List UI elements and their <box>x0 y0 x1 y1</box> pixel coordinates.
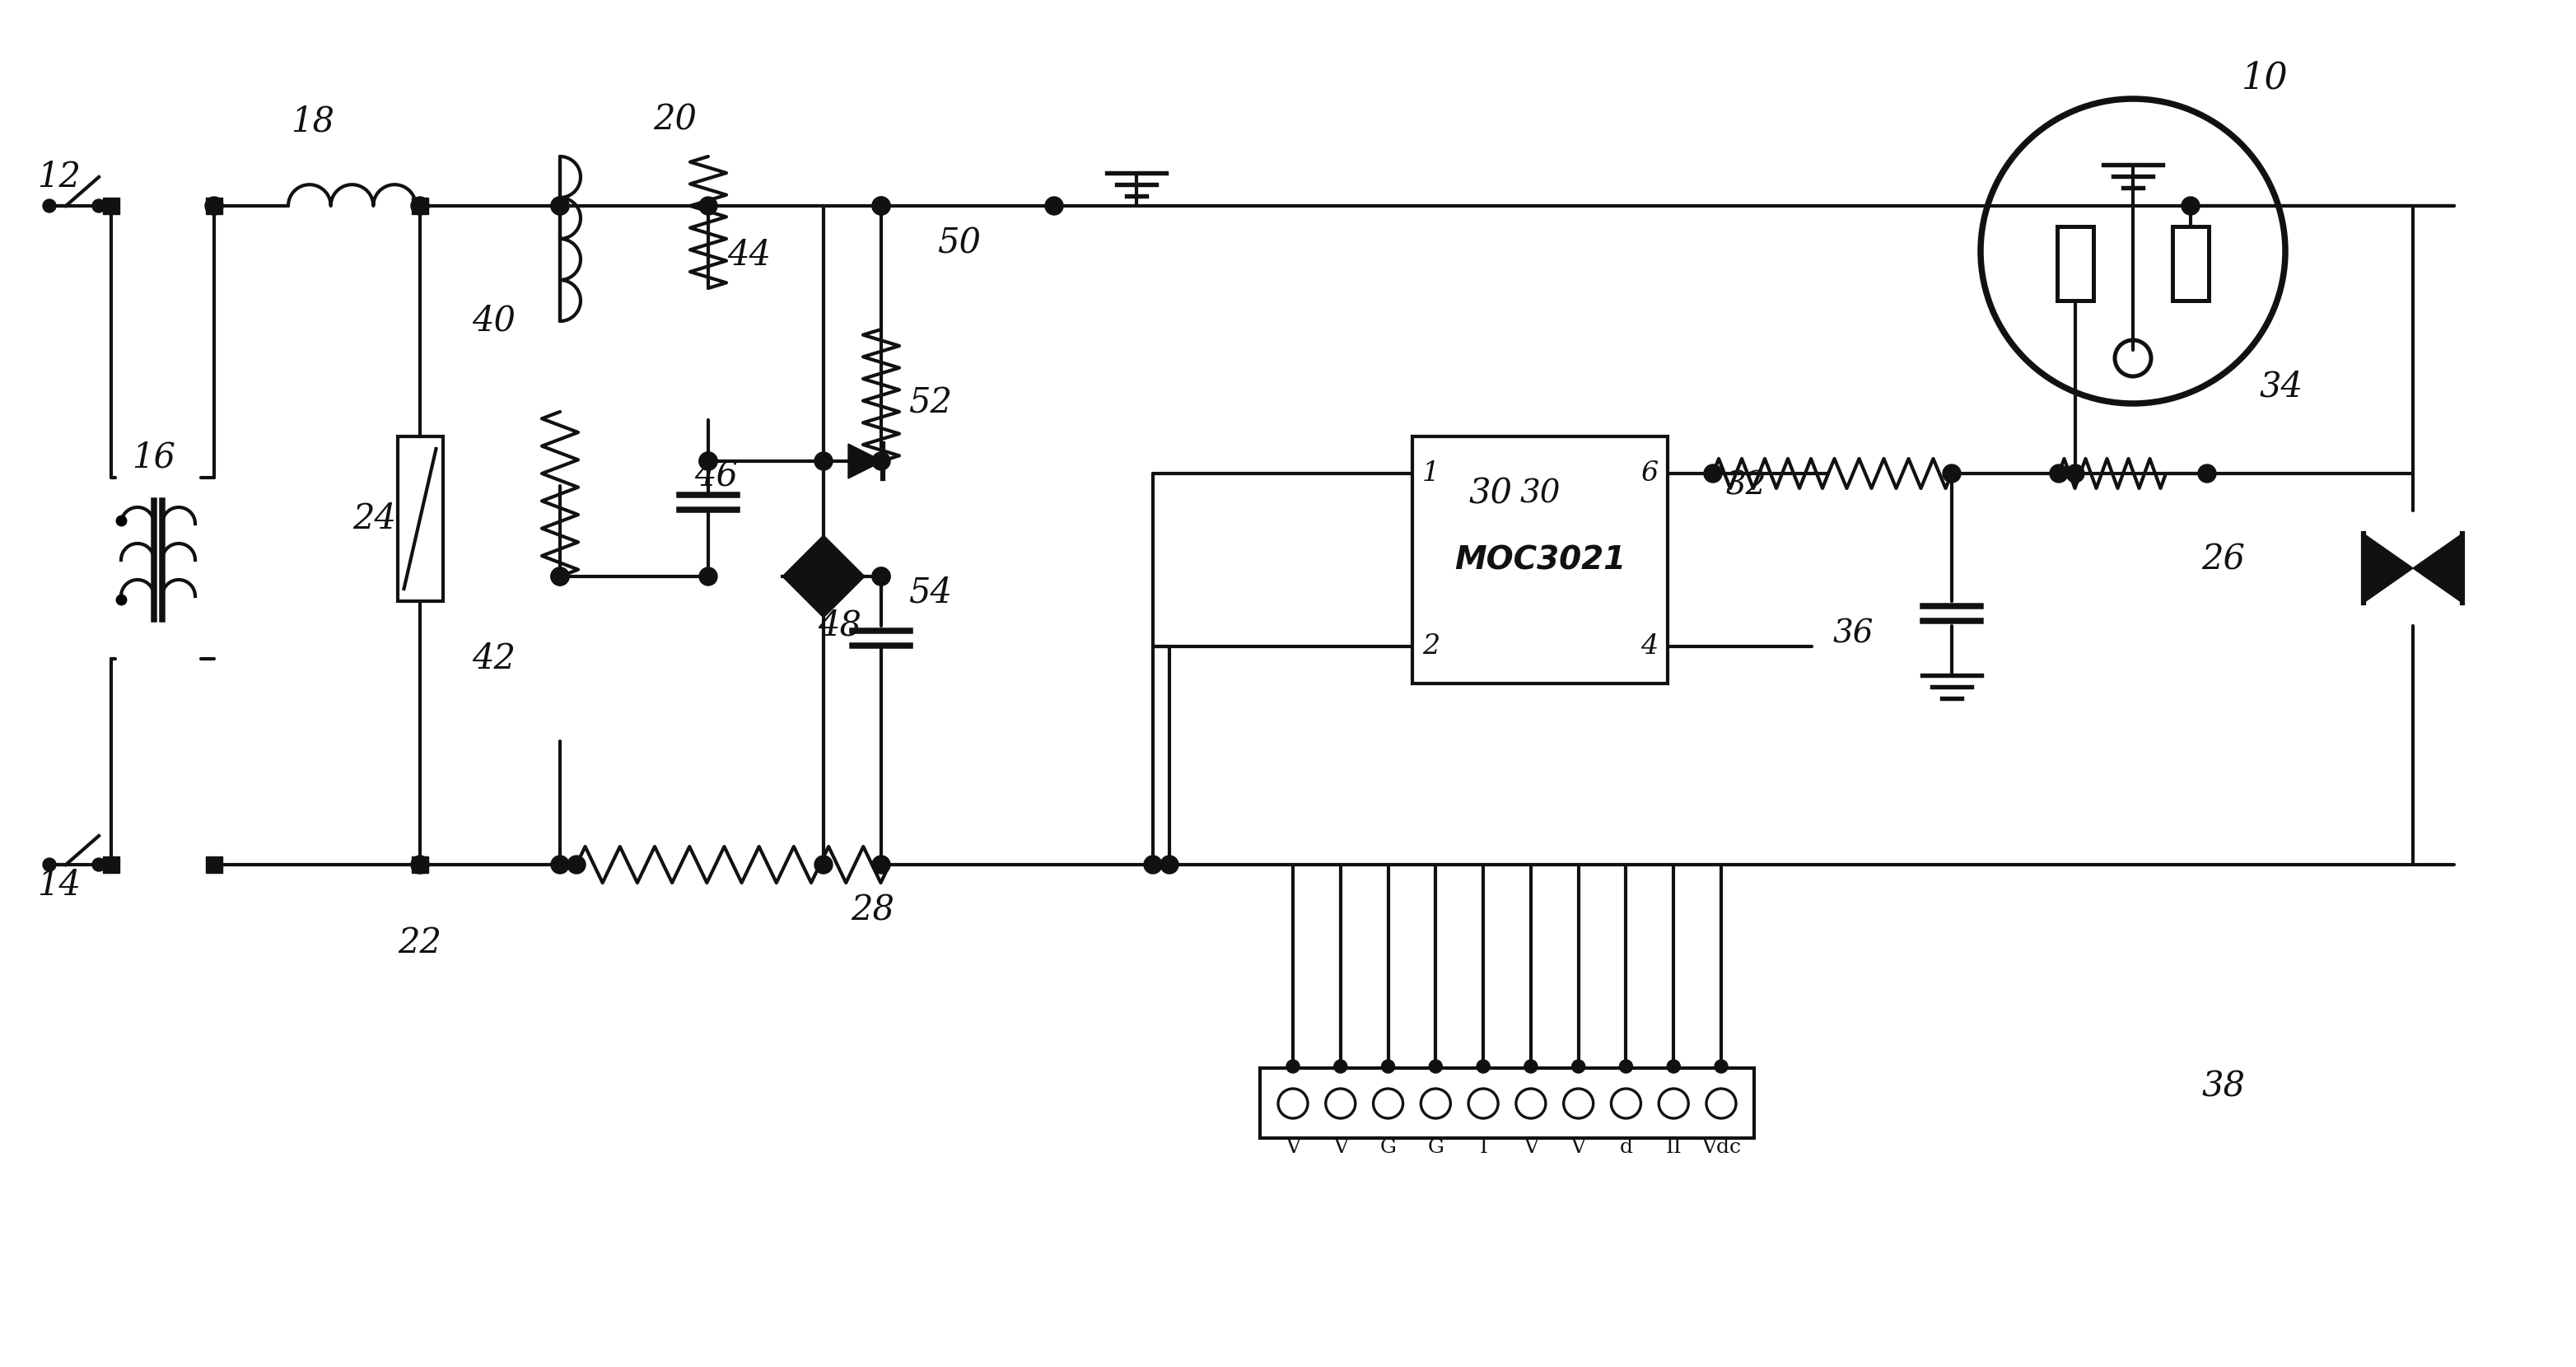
Circle shape <box>93 200 106 212</box>
Text: 16: 16 <box>131 440 175 474</box>
Text: I: I <box>1479 1137 1486 1156</box>
Text: 50: 50 <box>938 226 981 260</box>
Text: G: G <box>1381 1137 1396 1156</box>
Circle shape <box>412 856 430 874</box>
Circle shape <box>1046 197 1064 215</box>
Bar <box>206 857 222 874</box>
Circle shape <box>567 856 585 874</box>
Circle shape <box>1571 1059 1584 1073</box>
Circle shape <box>93 858 106 871</box>
Text: 36: 36 <box>1832 619 1873 649</box>
Circle shape <box>2050 465 2069 483</box>
Text: MOC3021: MOC3021 <box>1455 544 1625 576</box>
Text: 30: 30 <box>1468 477 1512 511</box>
Text: Vdc: Vdc <box>1700 1137 1741 1156</box>
Circle shape <box>551 856 569 874</box>
Text: 30: 30 <box>1520 478 1561 510</box>
Polygon shape <box>848 444 884 478</box>
Text: 32: 32 <box>1726 470 1767 502</box>
Circle shape <box>698 452 716 470</box>
Text: 18: 18 <box>291 105 335 139</box>
Bar <box>1260 1069 1754 1139</box>
Text: 2: 2 <box>1422 633 1440 660</box>
Text: G: G <box>1427 1137 1445 1156</box>
Circle shape <box>551 567 569 585</box>
Circle shape <box>412 197 430 215</box>
Text: V: V <box>1285 1137 1301 1156</box>
Circle shape <box>1381 1059 1394 1073</box>
Text: 4: 4 <box>1641 633 1659 660</box>
Text: V: V <box>1571 1137 1587 1156</box>
Bar <box>2172 227 2208 301</box>
Text: 28: 28 <box>850 893 894 927</box>
Bar <box>397 436 443 601</box>
Circle shape <box>551 197 569 215</box>
Text: V: V <box>1334 1137 1347 1156</box>
Text: 1: 1 <box>1422 461 1440 487</box>
Bar <box>1412 436 1667 684</box>
Circle shape <box>698 197 716 215</box>
Circle shape <box>1430 1059 1443 1073</box>
Circle shape <box>551 197 569 215</box>
Text: 10: 10 <box>2241 60 2287 96</box>
Circle shape <box>2066 465 2084 483</box>
Polygon shape <box>2365 533 2414 603</box>
Circle shape <box>873 197 891 215</box>
Text: 54: 54 <box>909 576 953 610</box>
Circle shape <box>44 858 57 871</box>
Circle shape <box>814 452 832 470</box>
Circle shape <box>1667 1059 1680 1073</box>
Circle shape <box>551 567 569 585</box>
Text: 48: 48 <box>819 608 863 642</box>
Bar <box>206 198 222 215</box>
Circle shape <box>1144 856 1162 874</box>
Circle shape <box>1716 1059 1728 1073</box>
Circle shape <box>1285 1059 1298 1073</box>
Circle shape <box>1159 856 1177 874</box>
Circle shape <box>1620 1059 1633 1073</box>
Circle shape <box>1703 465 1721 483</box>
Text: 46: 46 <box>696 458 739 492</box>
Circle shape <box>814 856 832 874</box>
Bar <box>2058 227 2094 301</box>
Bar <box>103 857 118 874</box>
Text: 22: 22 <box>399 925 443 960</box>
Text: 12: 12 <box>39 160 80 194</box>
Text: 6: 6 <box>1641 461 1659 487</box>
Circle shape <box>1476 1059 1489 1073</box>
Text: V: V <box>1522 1137 1538 1156</box>
Circle shape <box>873 197 891 215</box>
Bar <box>412 198 428 215</box>
Circle shape <box>873 856 891 874</box>
Circle shape <box>873 452 891 470</box>
Circle shape <box>1942 465 1960 483</box>
Circle shape <box>1334 1059 1347 1073</box>
Text: II: II <box>1667 1137 1682 1156</box>
Text: 52: 52 <box>909 387 953 421</box>
Circle shape <box>1525 1059 1538 1073</box>
Polygon shape <box>2414 533 2463 603</box>
Text: 24: 24 <box>353 502 397 536</box>
Text: 26: 26 <box>2202 543 2246 577</box>
Circle shape <box>2182 197 2200 215</box>
Circle shape <box>698 567 716 585</box>
Circle shape <box>698 452 716 470</box>
Circle shape <box>206 197 224 215</box>
Circle shape <box>2197 465 2215 483</box>
Text: d: d <box>1620 1137 1633 1156</box>
Text: 14: 14 <box>39 868 80 902</box>
Text: 42: 42 <box>471 641 515 677</box>
Circle shape <box>44 200 57 212</box>
Circle shape <box>873 567 891 585</box>
Text: 38: 38 <box>2202 1070 2246 1105</box>
Text: 20: 20 <box>654 103 698 137</box>
Text: 34: 34 <box>2259 369 2303 405</box>
Polygon shape <box>783 577 866 618</box>
Polygon shape <box>783 536 866 577</box>
Circle shape <box>873 567 891 585</box>
Bar <box>412 857 428 874</box>
Bar <box>103 198 118 215</box>
Text: 40: 40 <box>471 303 515 339</box>
Text: 44: 44 <box>726 238 770 272</box>
